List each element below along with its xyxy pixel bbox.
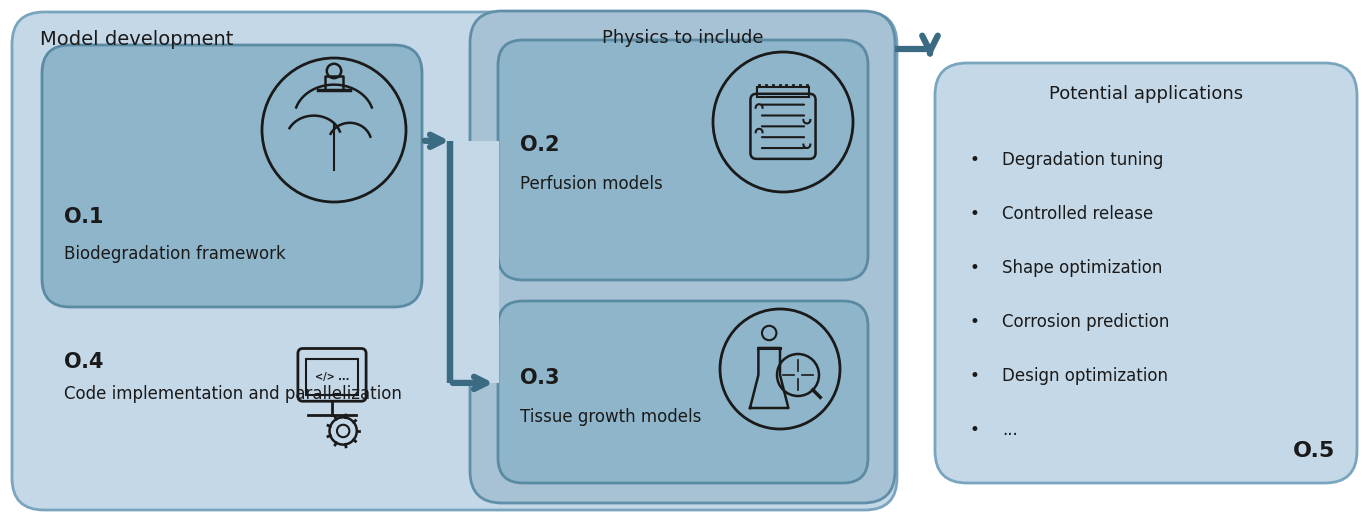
Text: Degradation tuning: Degradation tuning xyxy=(1002,151,1163,169)
FancyBboxPatch shape xyxy=(935,63,1357,483)
Text: ...: ... xyxy=(1002,421,1018,439)
Text: Physics to include: Physics to include xyxy=(601,29,763,47)
FancyBboxPatch shape xyxy=(498,301,868,483)
Text: O.5: O.5 xyxy=(1293,441,1336,461)
Text: Design optimization: Design optimization xyxy=(1002,367,1167,385)
FancyBboxPatch shape xyxy=(42,45,422,307)
Text: Biodegradation framework: Biodegradation framework xyxy=(64,245,286,263)
Text: •: • xyxy=(971,367,980,385)
Bar xyxy=(450,141,499,383)
Text: Tissue growth models: Tissue growth models xyxy=(519,408,701,426)
Text: •: • xyxy=(971,151,980,169)
Text: Shape optimization: Shape optimization xyxy=(1002,259,1162,277)
Text: •: • xyxy=(971,313,980,331)
Bar xyxy=(757,87,809,97)
Text: Controlled release: Controlled release xyxy=(1002,205,1154,223)
Text: O.3: O.3 xyxy=(519,368,559,388)
Text: •: • xyxy=(971,205,980,223)
Text: </> ...: </> ... xyxy=(314,372,349,382)
Text: •: • xyxy=(971,259,980,277)
Text: O.4: O.4 xyxy=(64,352,104,372)
FancyBboxPatch shape xyxy=(12,12,897,510)
Text: Perfusion models: Perfusion models xyxy=(519,175,663,193)
Bar xyxy=(448,141,496,383)
Text: O.1: O.1 xyxy=(64,207,104,227)
FancyBboxPatch shape xyxy=(498,40,868,280)
Text: O.2: O.2 xyxy=(519,135,559,155)
Text: Corrosion prediction: Corrosion prediction xyxy=(1002,313,1169,331)
Bar xyxy=(306,359,358,395)
Text: Potential applications: Potential applications xyxy=(1048,85,1243,103)
Text: Model development: Model development xyxy=(40,30,234,49)
FancyBboxPatch shape xyxy=(470,11,895,503)
Text: Code implementation and parallelization: Code implementation and parallelization xyxy=(64,385,402,403)
Text: •: • xyxy=(971,421,980,439)
